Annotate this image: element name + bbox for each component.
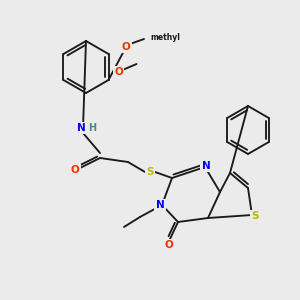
Text: O: O bbox=[165, 240, 173, 250]
Text: O: O bbox=[114, 67, 123, 77]
Text: H: H bbox=[88, 123, 96, 133]
Text: O: O bbox=[70, 165, 80, 175]
Text: O: O bbox=[165, 240, 173, 250]
Text: N: N bbox=[202, 161, 210, 171]
Text: O: O bbox=[122, 42, 130, 52]
Text: N: N bbox=[202, 161, 210, 171]
Text: N: N bbox=[76, 123, 85, 133]
Text: O: O bbox=[70, 165, 80, 175]
Text: S: S bbox=[251, 211, 259, 221]
Text: S: S bbox=[251, 211, 259, 221]
Text: N: N bbox=[156, 200, 164, 210]
Text: H: H bbox=[87, 124, 95, 134]
Text: N: N bbox=[76, 123, 85, 133]
Text: N: N bbox=[156, 200, 164, 210]
Text: methyl: methyl bbox=[150, 34, 180, 43]
Text: S: S bbox=[146, 167, 154, 177]
